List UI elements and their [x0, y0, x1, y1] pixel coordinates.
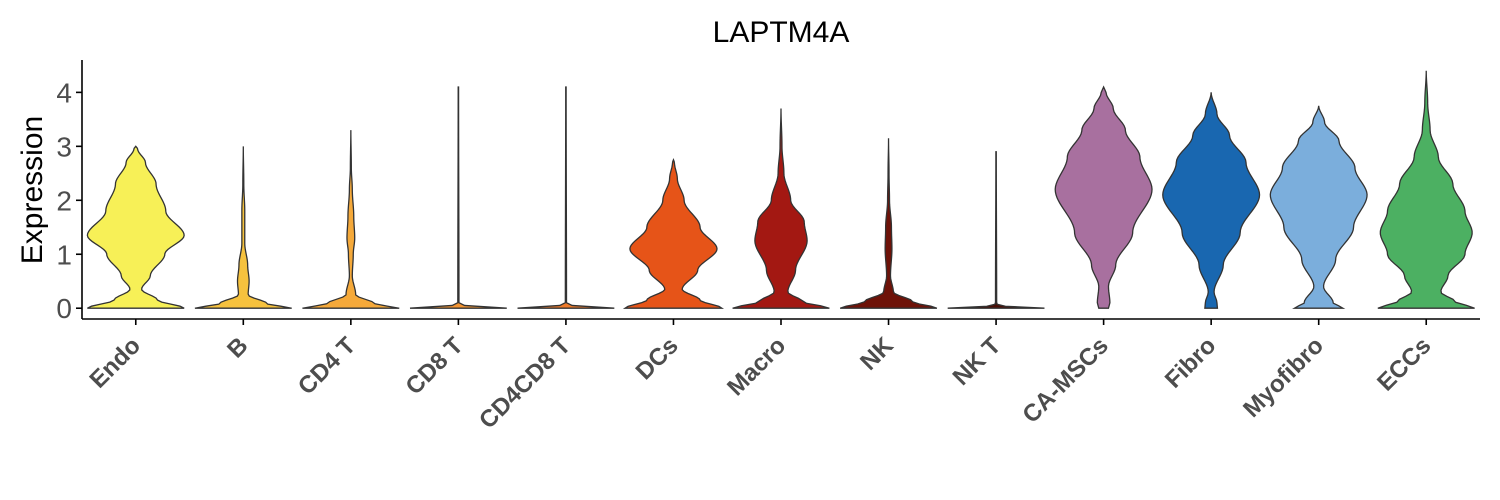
violin-cd4-t [302, 130, 400, 309]
violin-endo [86, 145, 185, 309]
y-tick-label: 1 [56, 239, 72, 270]
x-tick-label: Fibro [1160, 332, 1222, 394]
x-tick-label: CA-MSCs [1017, 332, 1113, 428]
x-tick-label: Endo [84, 332, 146, 394]
x-tick-label: B [222, 332, 253, 363]
violin-cd8-t [409, 86, 507, 309]
violin-nk-t [947, 151, 1045, 309]
violin-dcs [622, 158, 725, 309]
x-tick-label: Myofibro [1238, 332, 1329, 423]
y-tick-label: 2 [56, 185, 72, 216]
violin-macro [732, 108, 830, 309]
x-tick-label: DCs [631, 332, 684, 385]
x-tick-label: NK T [948, 332, 1007, 391]
x-tick-label: NK [855, 332, 899, 376]
x-tick-label: CD4 T [293, 332, 361, 400]
x-tick-label: Macro [722, 332, 791, 401]
x-tick-label: CD8 T [401, 332, 469, 400]
violin-fibro [1162, 92, 1261, 309]
y-ticks: 0 1 2 3 4 [56, 77, 82, 324]
chart-title: LAPTM4A [713, 16, 850, 49]
y-axis-label: Expression [16, 116, 49, 264]
y-tick-label: 4 [56, 77, 72, 108]
violin-eccs [1377, 70, 1475, 309]
y-tick-label: 0 [56, 293, 72, 324]
violin-cd4cd8-t [517, 86, 615, 309]
x-tick-label: ECCs [1372, 332, 1436, 396]
violin-myofibro [1269, 105, 1368, 309]
x-ticks: Endo B CD4 T CD8 T CD4CD8 T DCs Macro NK NK T CA-… [84, 319, 1436, 434]
violin-b [194, 146, 292, 309]
violin-nk [839, 138, 938, 309]
violin-ca-mscs [1054, 85, 1153, 309]
violin-group [86, 70, 1475, 309]
y-tick-label: 3 [56, 131, 72, 162]
x-tick-label: CD4CD8 T [474, 332, 576, 434]
